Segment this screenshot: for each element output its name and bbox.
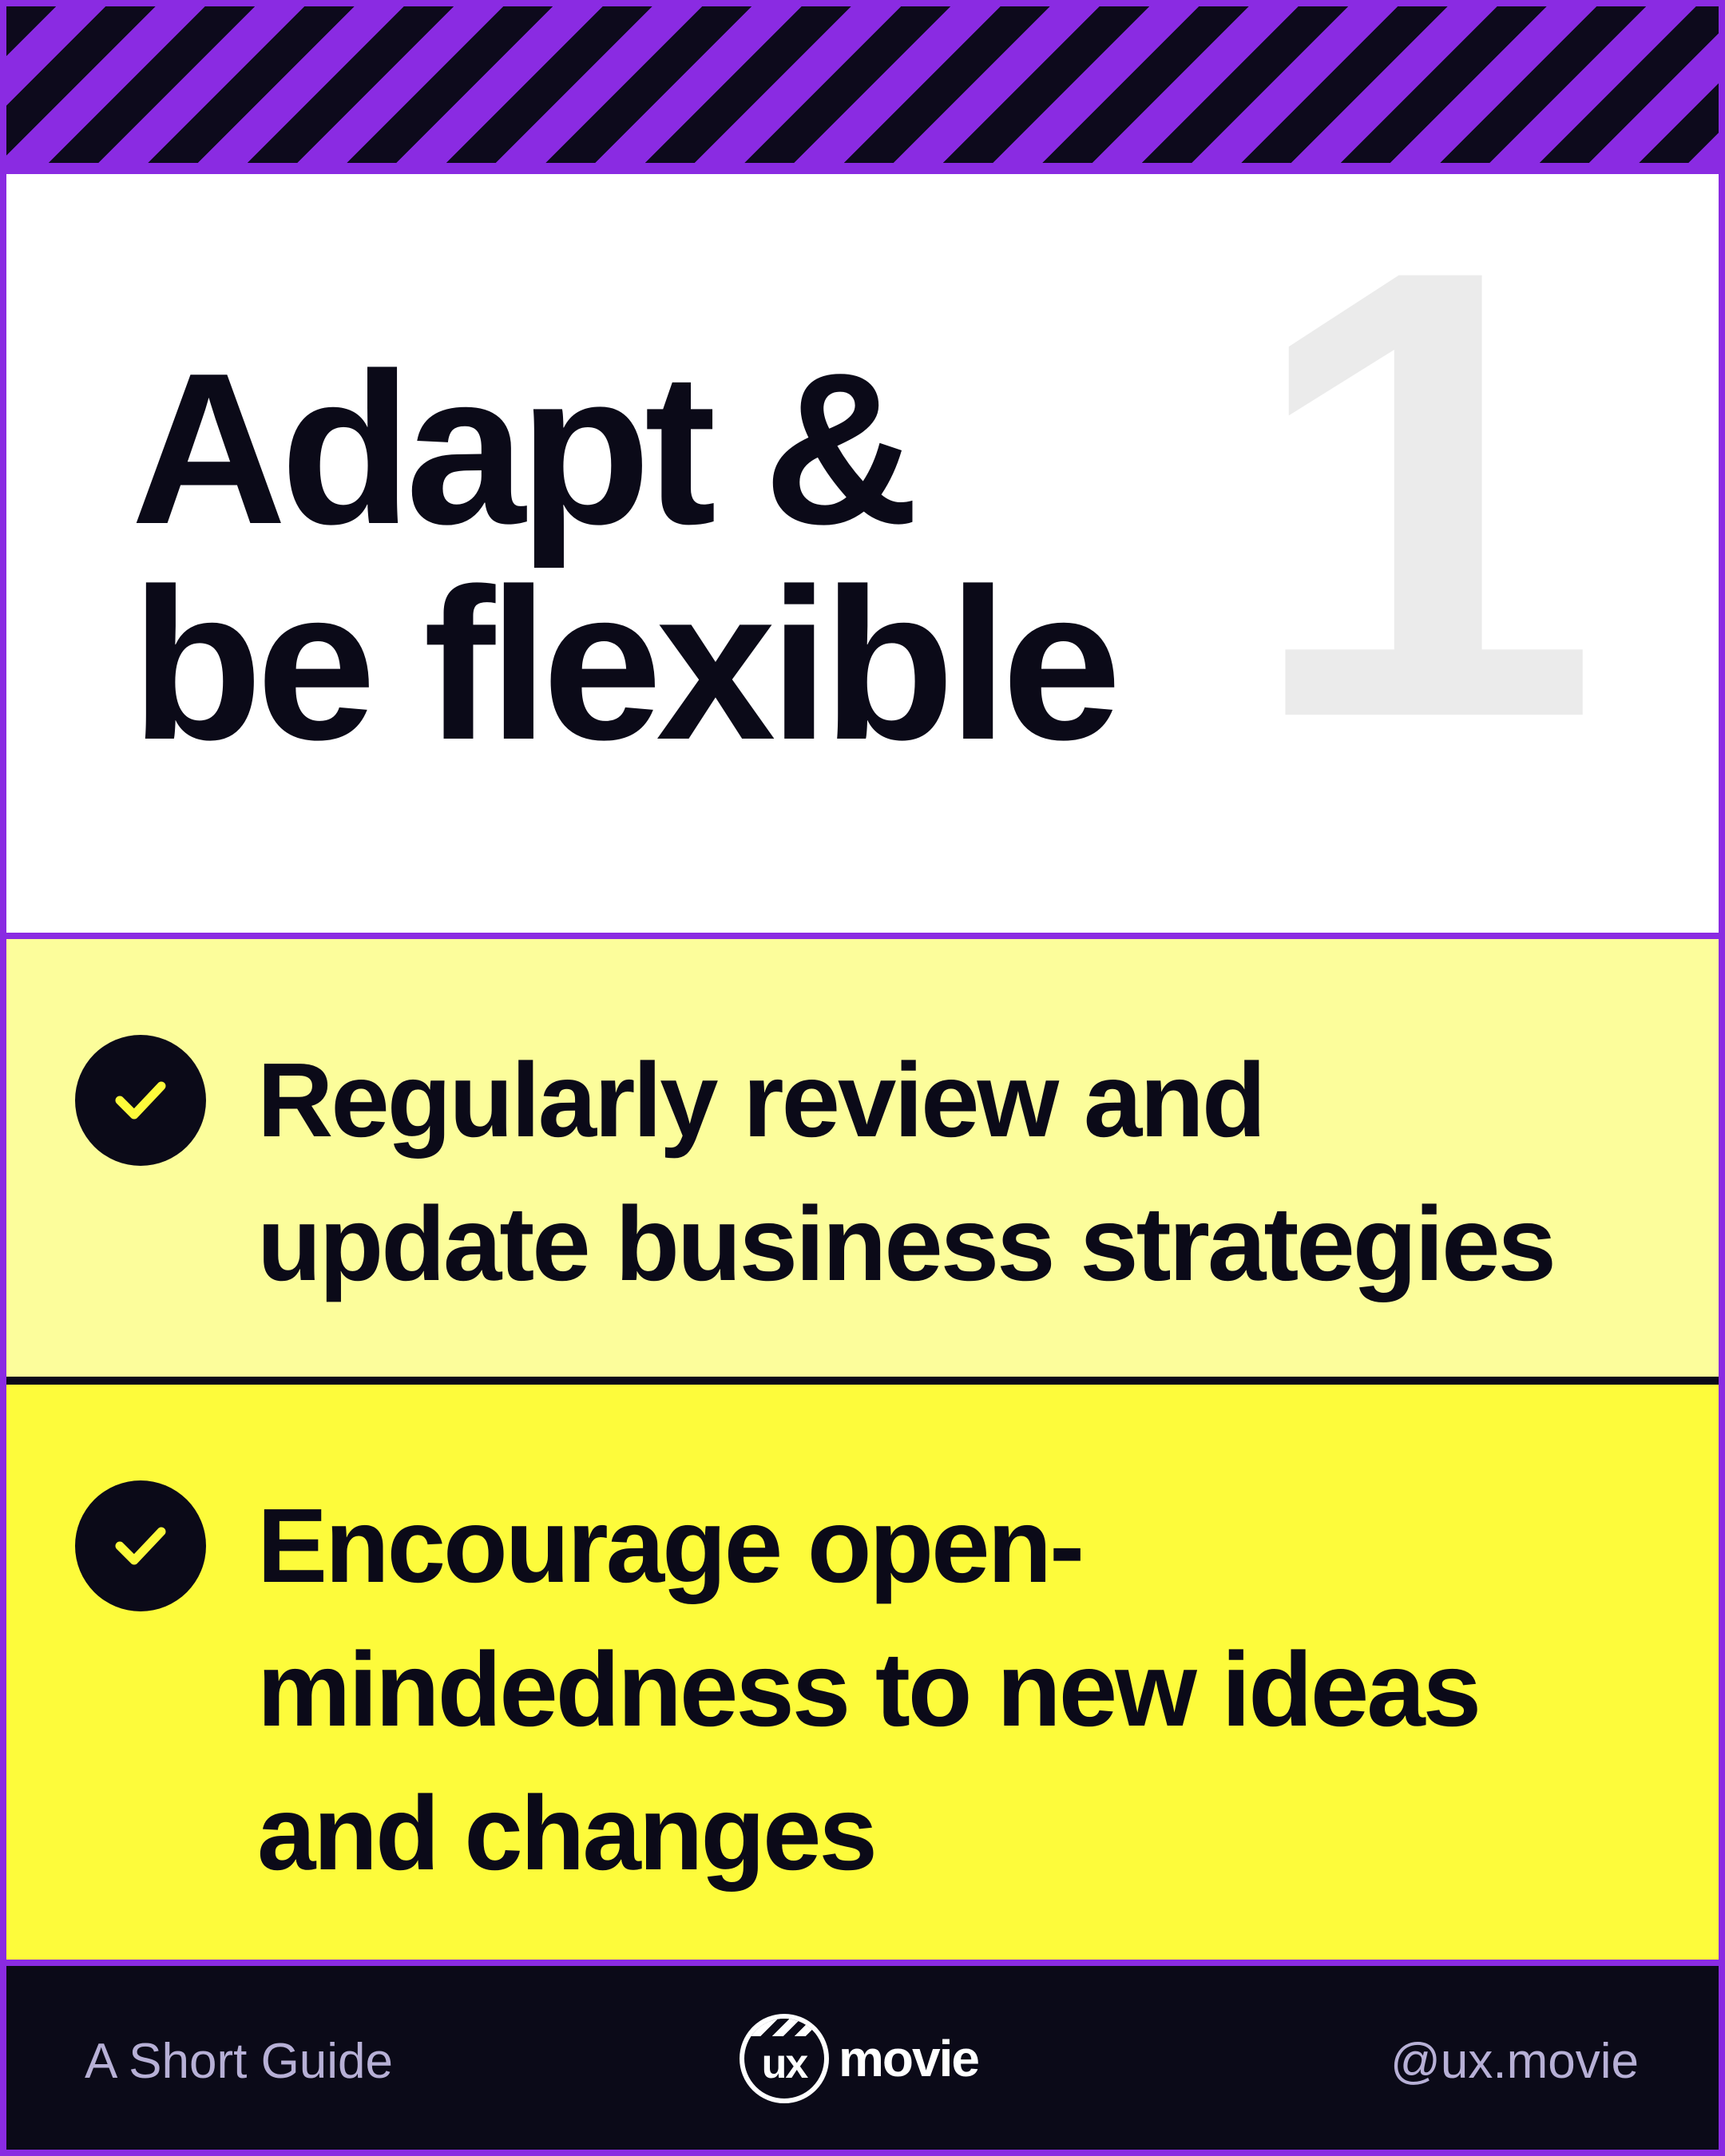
list-item-line: Encourage open- [257, 1487, 1085, 1604]
list-item-line: and changes [257, 1774, 878, 1892]
step-number: 1 [1245, 174, 1600, 850]
clapperboard-icon: ux [740, 2014, 829, 2103]
page-title: Adapt & be flexible [131, 329, 1121, 785]
logo-wordmark: movie [839, 2030, 980, 2087]
check-icon [75, 1035, 206, 1166]
footer-guide-label: A Short Guide [85, 2034, 394, 2089]
footer-bar: A Short Guide ux movie @ux.movie [6, 1966, 1719, 2150]
list-item-text: Regularly review and update business str… [257, 1028, 1556, 1316]
brand-logo[interactable]: ux movie [740, 2014, 980, 2103]
list-item-text: Encourage open- mindedness to new ideas … [257, 1474, 1481, 1905]
list-item-1: Regularly review and update business str… [6, 939, 1719, 1377]
divider [6, 1377, 1719, 1385]
title-line-2: be flexible [131, 545, 1121, 785]
check-icon [75, 1480, 206, 1611]
list-item-2: Encourage open- mindedness to new ideas … [6, 1385, 1719, 1960]
title-line-1: Adapt & [131, 329, 919, 569]
hazard-stripes-banner [6, 6, 1719, 163]
list-item-line: mindedness to new ideas [257, 1631, 1481, 1748]
logo-mark: ux [761, 2041, 809, 2087]
list-item-line: update business strategies [257, 1185, 1556, 1302]
list-item-line: Regularly review and [257, 1041, 1267, 1159]
social-handle[interactable]: @ux.movie [1390, 2034, 1639, 2089]
hero-section: 1 Adapt & be flexible [6, 174, 1719, 933]
